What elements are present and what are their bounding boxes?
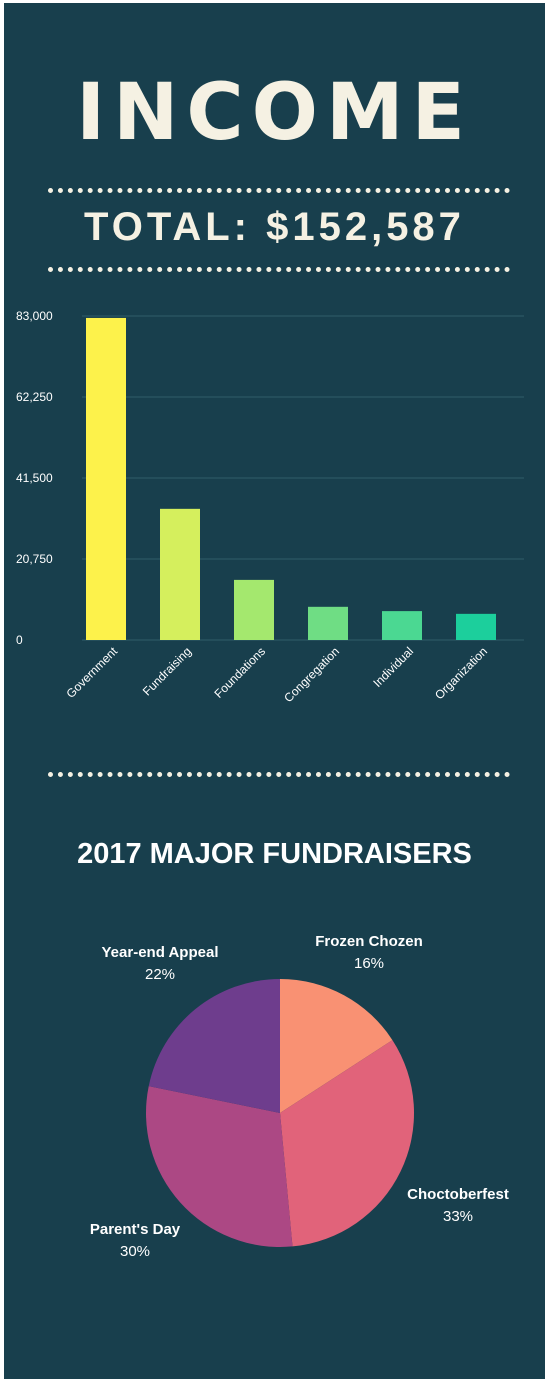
slice-name: Choctoberfest [407,1186,509,1203]
x-tick-label: Foundations [212,644,269,701]
income-bar-chart: 0 20,750 41,500 62,250 83,000 Government Fundr… [16,309,524,705]
slice-percent: 33% [442,1208,474,1225]
bar [456,613,496,640]
pie-slice [280,979,393,1113]
pie-label-frozen-chozen: Frozen Chozen 16% [284,931,454,975]
x-tick-label: Government [64,644,121,701]
pie-slice [145,1086,293,1248]
pie-slice [148,979,280,1113]
slice-name: Frozen Chozen [315,933,423,950]
pie-label-year-end-appeal: Year-end Appeal 22% [70,942,250,986]
fundraisers-pie-chart [145,979,415,1248]
y-tick-label: 20,750 [16,552,53,566]
bar [382,611,422,640]
y-tick-label: 0 [16,633,23,647]
bar [308,606,348,640]
x-tick-label: Organization [432,644,490,702]
slice-percent: 16% [353,955,385,972]
page-title: INCOME [76,68,473,158]
x-tick-label: Fundraising [140,644,194,698]
y-tick-label: 41,500 [16,471,53,485]
bar [234,579,274,640]
dotted-divider [48,267,510,272]
pie-label-choctoberfest: Choctoberfest 33% [378,1184,538,1228]
pie-label-parents-day: Parent's Day 30% [60,1219,210,1263]
bar [160,508,200,640]
y-tick-label: 62,250 [16,390,53,404]
slice-name: Year-end Appeal [101,944,219,961]
x-tick-label: Congregation [281,644,342,705]
y-tick-label: 83,000 [16,309,53,323]
slice-name: Parent's Day [89,1221,181,1238]
fundraisers-title: 2017 MAJOR FUNDRAISERS [77,838,472,870]
bar [86,317,126,640]
slice-percent: 30% [119,1243,151,1260]
x-tick-label: Individual [370,644,416,690]
slice-percent: 22% [144,966,176,983]
pie-slice [280,1040,415,1247]
dotted-divider [48,188,510,193]
total-income: TOTAL: $152,587 [84,205,465,249]
dotted-divider [48,772,510,777]
